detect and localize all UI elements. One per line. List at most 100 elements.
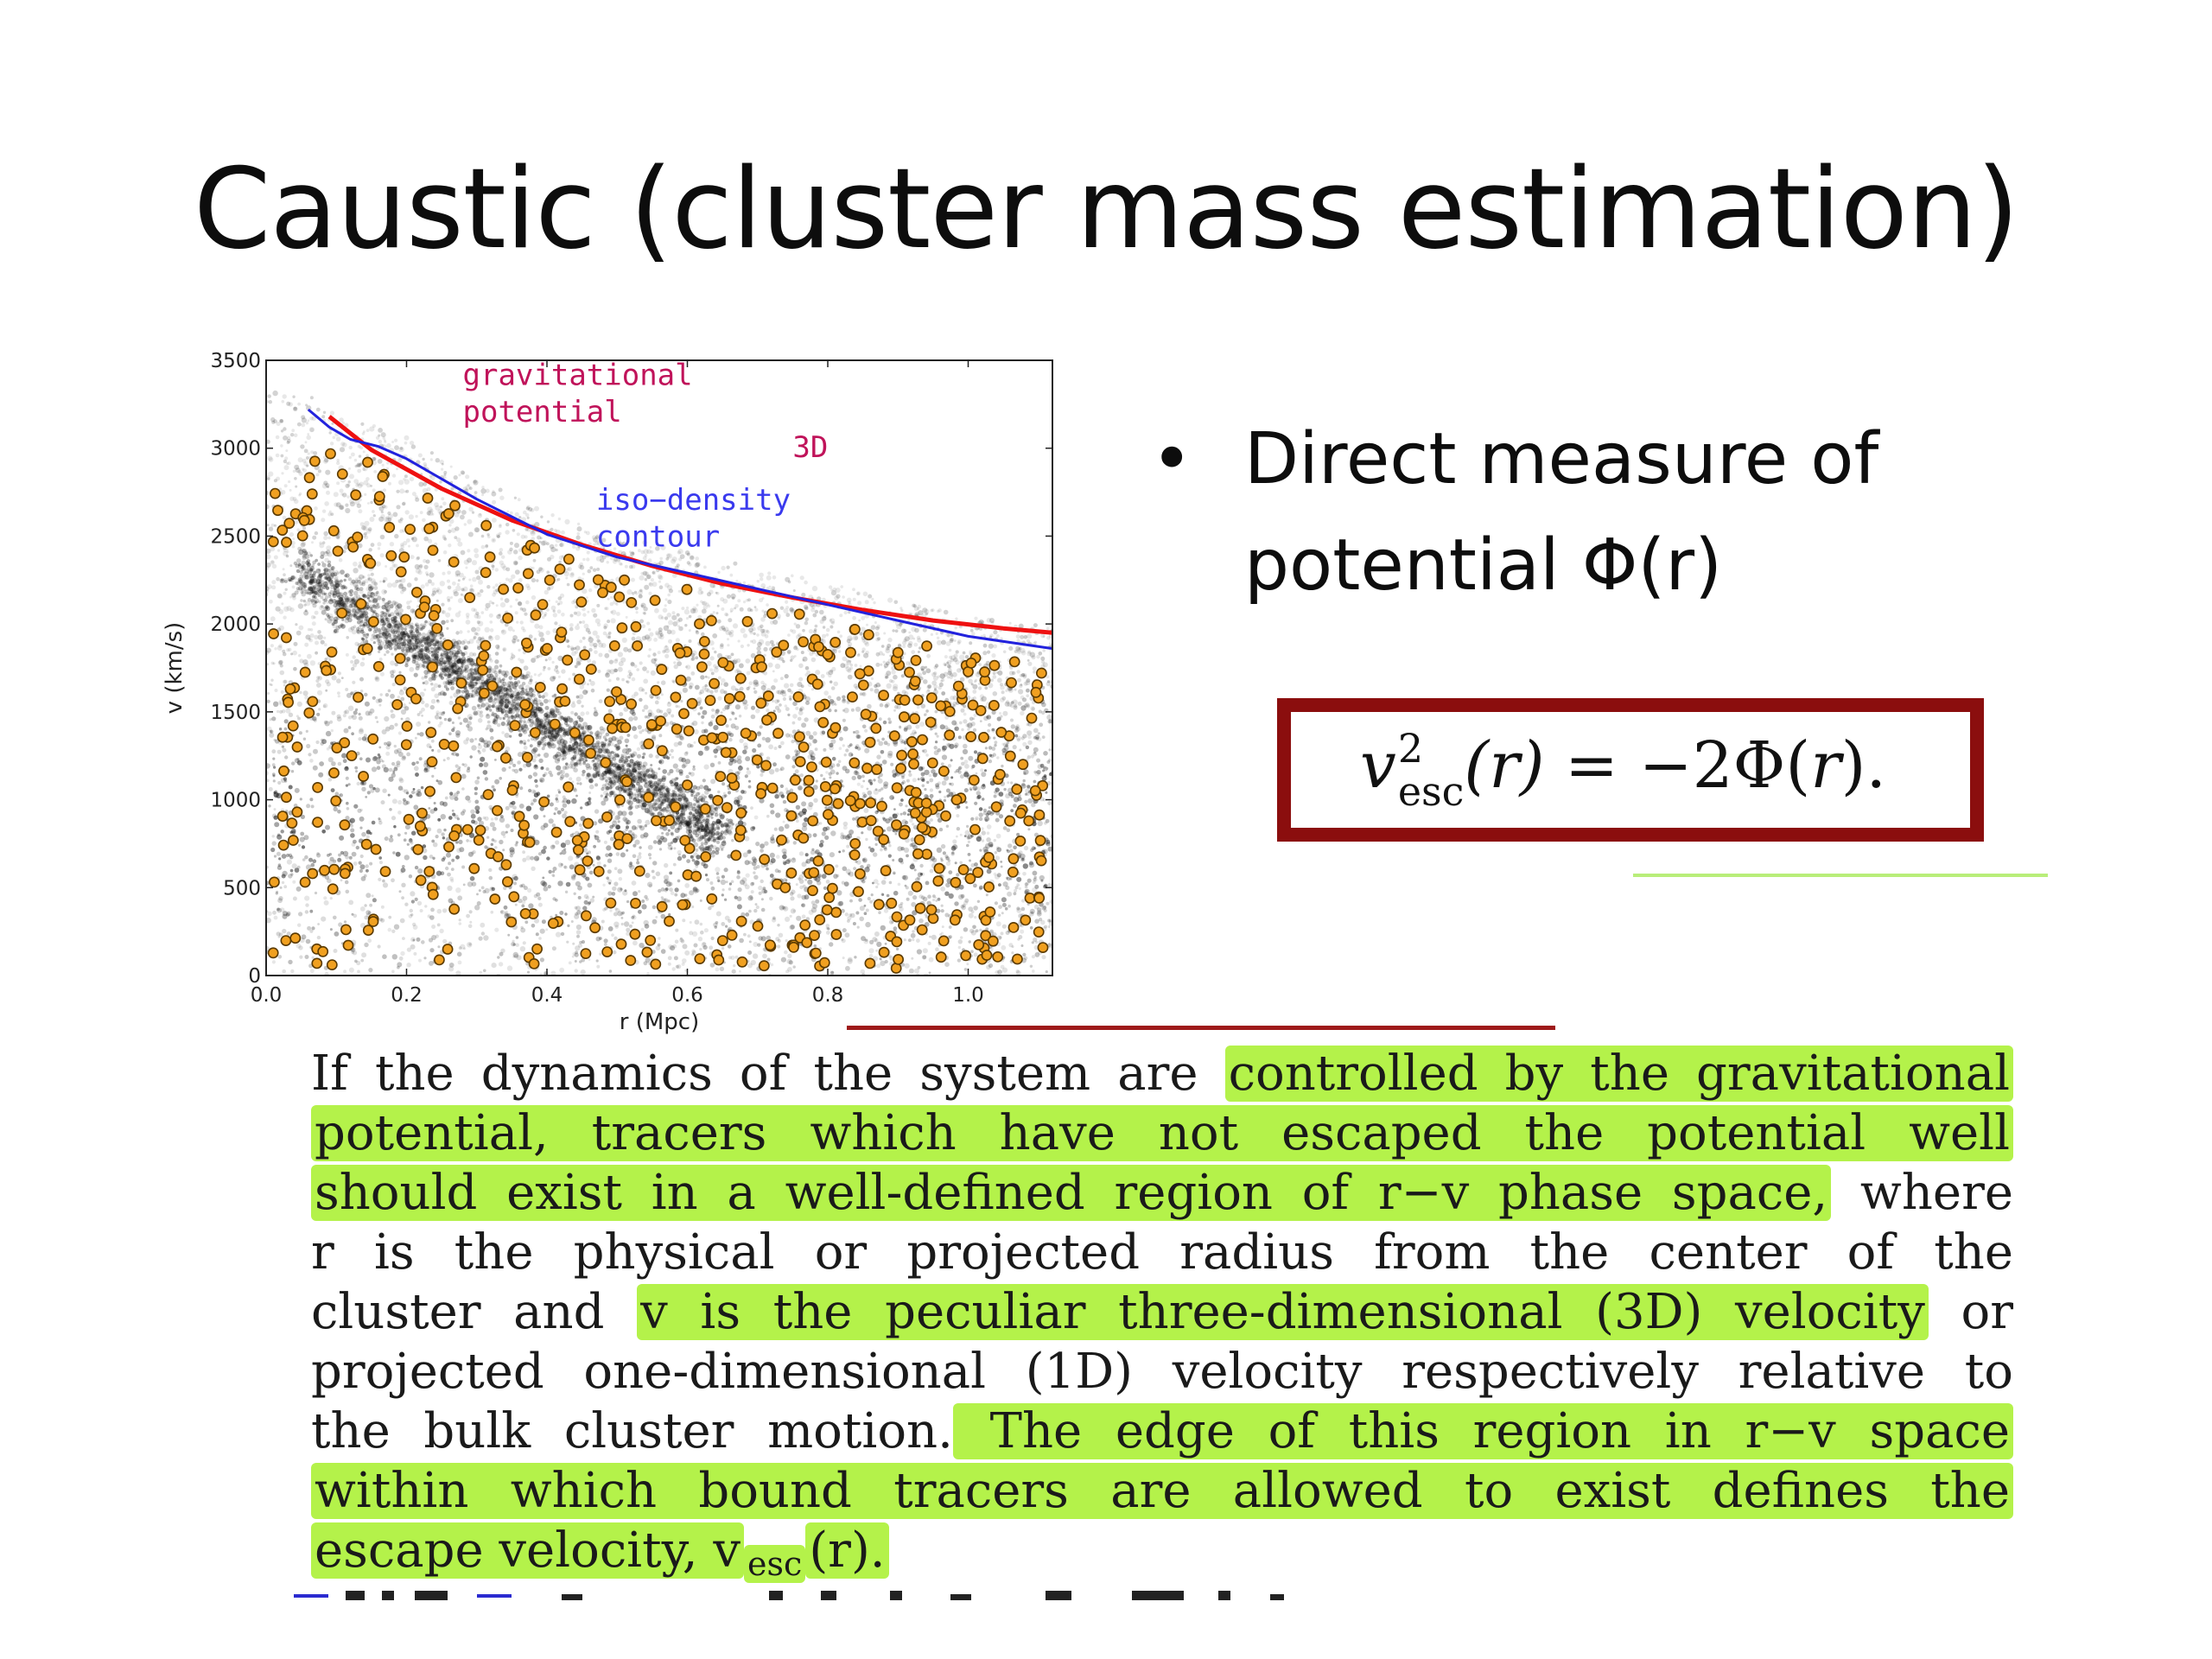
density-dot — [303, 461, 308, 467]
density-dot — [702, 685, 707, 690]
density-dot — [645, 769, 650, 773]
density-dot — [649, 805, 654, 810]
density-dot — [382, 882, 389, 888]
density-dot — [315, 640, 319, 645]
density-dot — [361, 432, 365, 435]
density-dot — [568, 677, 571, 681]
density-dot — [499, 910, 505, 915]
density-dot — [563, 571, 569, 577]
density-dot — [397, 833, 401, 837]
density-dot — [769, 803, 775, 809]
density-dot — [457, 960, 462, 965]
density-dot — [512, 874, 518, 880]
density-dot — [658, 759, 664, 765]
density-dot — [378, 703, 382, 707]
density-dot — [603, 745, 609, 750]
density-dot — [588, 958, 591, 961]
density-dot — [824, 806, 828, 810]
density-dot — [385, 610, 389, 614]
density-dot — [358, 509, 363, 514]
density-dot — [283, 577, 289, 583]
density-dot — [978, 682, 981, 685]
density-dot — [795, 804, 801, 810]
density-dot — [1022, 734, 1027, 739]
density-dot — [938, 827, 944, 832]
density-dot — [388, 481, 391, 486]
density-dot — [1040, 919, 1046, 925]
density-dot — [636, 858, 639, 861]
density-dot — [418, 958, 422, 963]
density-dot — [1008, 645, 1014, 652]
density-dot — [713, 667, 719, 673]
density-dot — [933, 746, 938, 750]
density-dot — [271, 563, 277, 569]
density-dot — [442, 550, 448, 555]
density-dot — [315, 473, 320, 477]
density-dot — [369, 903, 372, 907]
density-dot — [729, 629, 734, 634]
density-dot — [512, 640, 516, 645]
density-dot — [679, 735, 684, 741]
density-dot — [601, 643, 607, 648]
density-dot — [1019, 683, 1023, 688]
density-dot — [406, 947, 411, 952]
density-dot — [282, 394, 287, 399]
density-dot — [428, 721, 431, 724]
density-dot — [448, 700, 454, 706]
density-dot — [820, 639, 824, 643]
density-dot — [747, 963, 753, 969]
density-dot — [670, 847, 673, 850]
density-dot — [931, 934, 937, 940]
density-dot — [305, 903, 309, 907]
density-dot — [628, 716, 634, 721]
density-dot — [785, 600, 789, 604]
density-dot — [709, 720, 714, 723]
density-dot — [290, 969, 295, 974]
density-dot — [650, 670, 657, 676]
density-dot — [1042, 635, 1046, 638]
density-dot — [548, 599, 550, 602]
density-dot — [856, 860, 861, 865]
density-dot — [430, 739, 435, 743]
density-dot — [441, 832, 445, 836]
density-dot — [396, 965, 400, 969]
density-dot — [594, 756, 598, 760]
density-dot — [560, 769, 565, 775]
density-dot — [456, 767, 461, 772]
density-dot — [1003, 787, 1007, 791]
density-dot — [977, 835, 982, 839]
density-dot — [703, 764, 709, 770]
density-dot — [397, 799, 403, 805]
density-dot — [289, 496, 295, 501]
density-dot — [334, 569, 339, 573]
density-dot — [802, 658, 805, 662]
density-dot — [340, 879, 343, 882]
density-dot — [963, 719, 968, 724]
density-dot — [576, 782, 580, 785]
density-dot — [342, 850, 349, 857]
density-dot — [927, 689, 931, 692]
density-dot — [479, 713, 484, 718]
density-dot — [361, 786, 366, 791]
density-dot — [760, 772, 764, 777]
density-dot — [555, 794, 559, 798]
density-dot — [359, 498, 362, 502]
density-dot — [894, 832, 898, 836]
density-dot — [470, 809, 475, 814]
density-dot — [337, 671, 341, 676]
density-dot — [276, 749, 282, 754]
density-dot — [532, 772, 538, 777]
density-dot — [442, 759, 446, 762]
density-dot — [650, 578, 655, 582]
density-dot — [1029, 912, 1034, 917]
density-dot — [810, 688, 815, 691]
density-dot — [319, 543, 325, 549]
density-dot — [448, 518, 454, 524]
density-dot — [374, 787, 380, 793]
density-dot — [979, 849, 982, 852]
density-dot — [864, 600, 869, 605]
density-dot — [636, 668, 639, 671]
density-dot — [747, 934, 751, 938]
density-dot — [699, 922, 703, 926]
density-dot — [335, 590, 340, 595]
